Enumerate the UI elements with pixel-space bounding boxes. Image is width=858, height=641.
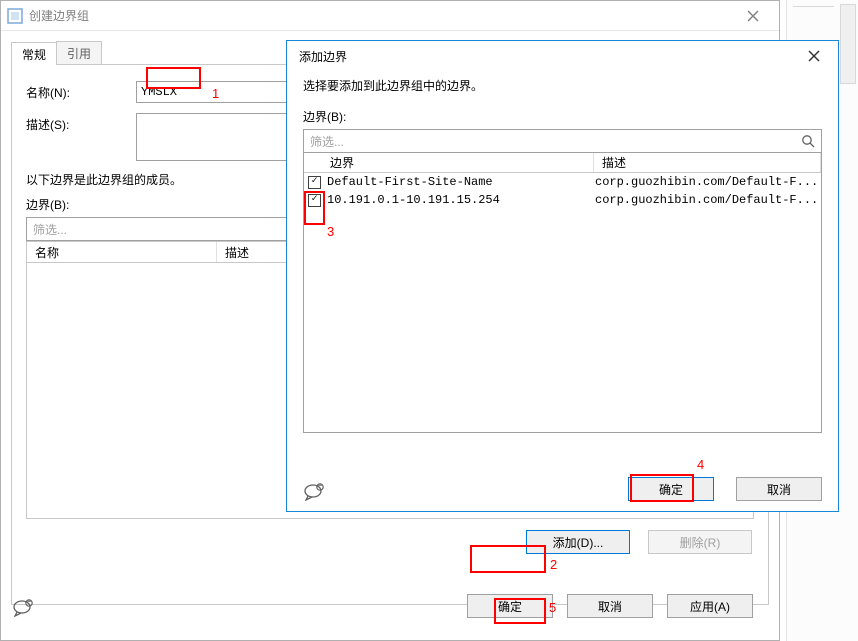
sub-row-boundary: Default-First-Site-Name	[327, 175, 595, 189]
annotation-label-3: 3	[327, 224, 334, 239]
sub-instruction: 选择要添加到此边界组中的边界。	[303, 77, 822, 94]
sub-close-button[interactable]	[798, 43, 830, 69]
sub-client: 选择要添加到此边界组中的边界。 边界(B): 筛选... 边界 描述 ✓ Def…	[287, 71, 838, 511]
tab-general[interactable]: 常规	[11, 42, 57, 65]
name-label: 名称(N):	[26, 81, 136, 101]
sub-row-desc: corp.guozhibin.com/Default-F...	[595, 175, 821, 189]
sub-list: 边界 描述 ✓ Default-First-Site-Name corp.guo…	[303, 153, 822, 433]
sub-row-0[interactable]: ✓ Default-First-Site-Name corp.guozhibin…	[304, 173, 821, 191]
main-cancel-button[interactable]: 取消	[567, 594, 653, 618]
main-ok-button[interactable]: 确定	[467, 594, 553, 618]
checkbox-icon[interactable]: ✓	[308, 194, 321, 207]
list-buttons: 添加(D)... 删除(R)	[526, 530, 752, 554]
search-icon[interactable]	[801, 134, 815, 148]
main-close-button[interactable]	[733, 2, 773, 30]
annotation-label-4: 4	[697, 457, 704, 472]
sub-feedback-icon[interactable]	[303, 483, 325, 501]
sub-filter-input[interactable]: 筛选...	[303, 129, 822, 153]
add-boundary-dialog: 添加边界 选择要添加到此边界组中的边界。 边界(B): 筛选... 边界 描述 …	[286, 40, 839, 512]
annotation-label-5: 5	[549, 600, 556, 615]
annotation-label-2: 2	[550, 557, 557, 572]
sub-row-1[interactable]: ✓ 10.191.0.1-10.191.15.254 corp.guozhibi…	[304, 191, 821, 209]
main-apply-button[interactable]: 应用(A)	[667, 594, 753, 618]
sub-col-boundary[interactable]: 边界	[304, 153, 594, 172]
main-title: 创建边界组	[29, 7, 733, 24]
sub-row-boundary: 10.191.0.1-10.191.15.254	[327, 193, 595, 207]
main-titlebar: 创建边界组	[1, 1, 779, 31]
sub-col-desc[interactable]: 描述	[594, 153, 821, 172]
sub-row-desc: corp.guozhibin.com/Default-F...	[595, 193, 821, 207]
sub-buttons: 确定 取消	[628, 477, 822, 501]
dialog-buttons: 确定 取消 应用(A)	[467, 594, 753, 618]
sub-title: 添加边界	[295, 48, 798, 65]
feedback-icon[interactable]	[11, 598, 35, 618]
sub-filter-placeholder: 筛选...	[310, 133, 344, 150]
sub-cancel-button[interactable]: 取消	[736, 477, 822, 501]
remove-button: 删除(R)	[648, 530, 752, 554]
tab-reference[interactable]: 引用	[56, 41, 102, 64]
main-col-name[interactable]: 名称	[27, 242, 217, 262]
sub-list-header: 边界 描述	[304, 153, 821, 173]
annotation-label-1: 1	[212, 86, 219, 101]
sub-ok-button[interactable]: 确定	[628, 477, 714, 501]
app-icon	[7, 8, 23, 24]
add-button[interactable]: 添加(D)...	[526, 530, 630, 554]
sub-boundary-label: 边界(B):	[303, 108, 822, 125]
deco-scrollbar	[840, 4, 856, 84]
checkbox-icon[interactable]: ✓	[308, 176, 321, 189]
sub-titlebar: 添加边界	[287, 41, 838, 71]
description-label: 描述(S):	[26, 113, 136, 133]
deco-line	[793, 6, 834, 7]
